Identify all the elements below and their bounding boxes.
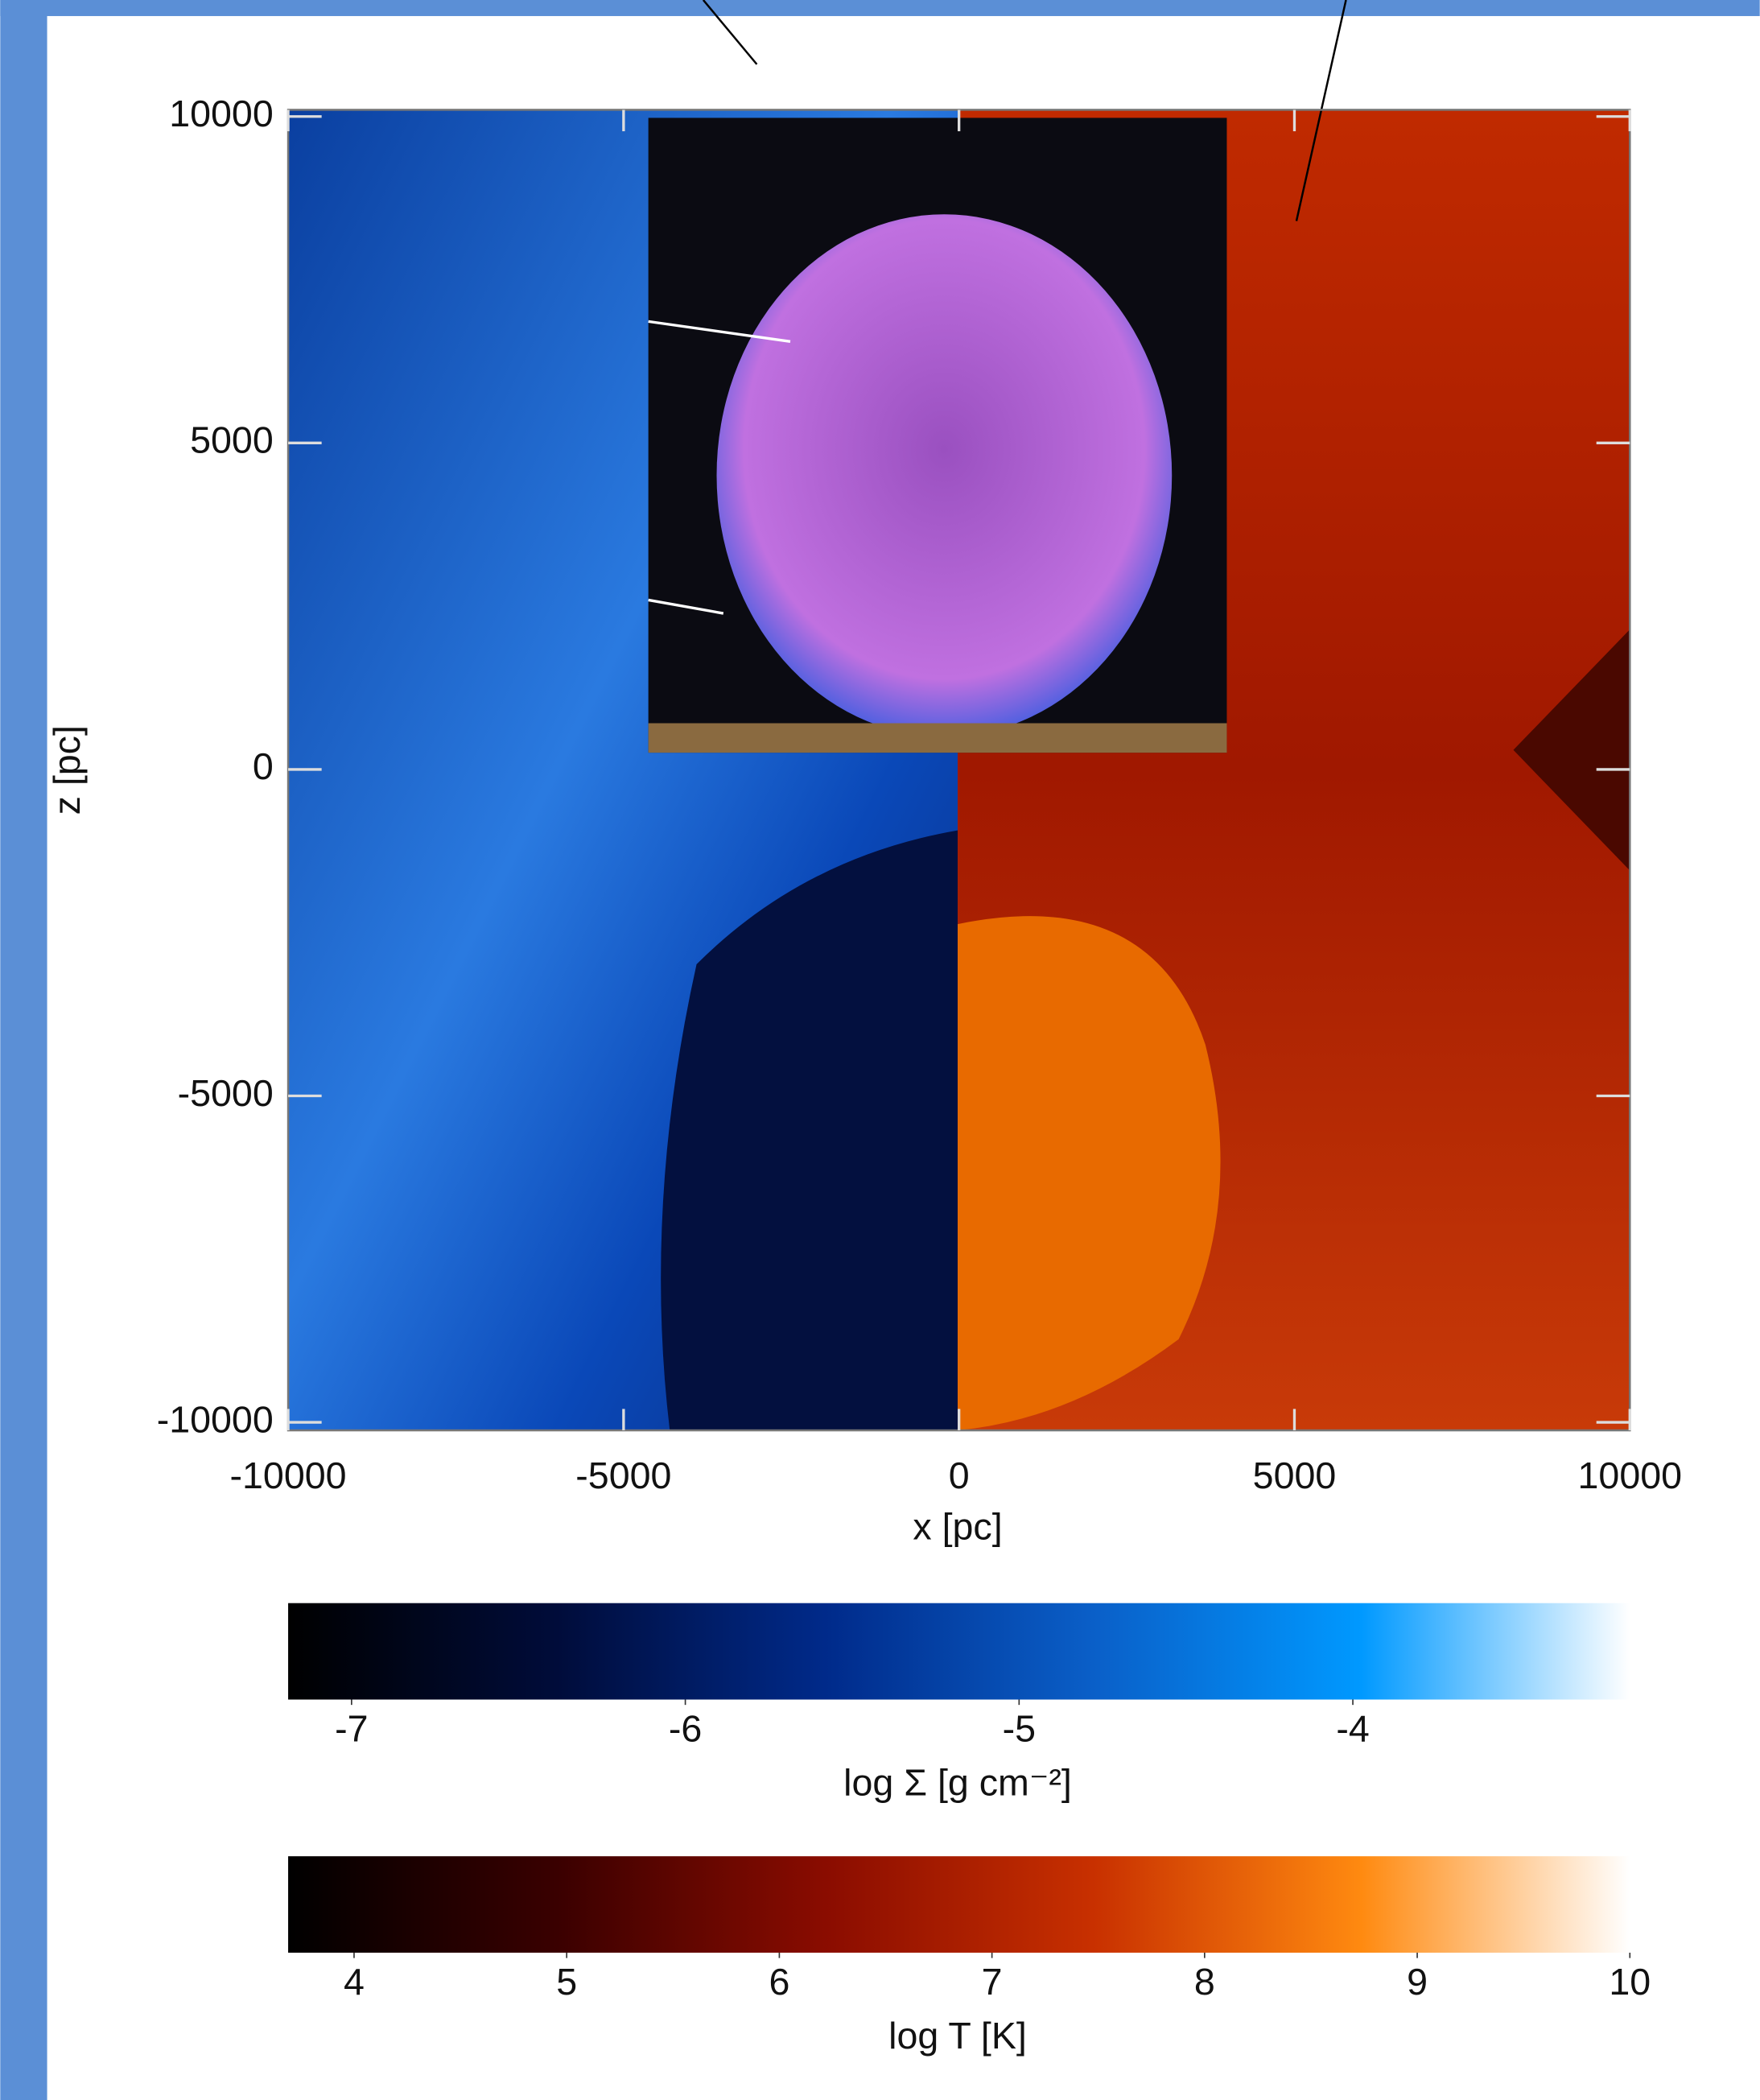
x-tick-label: -10000 xyxy=(230,1454,347,1496)
colorbar-tick-label: -4 xyxy=(1336,1708,1369,1750)
colorbar-tick-label: -5 xyxy=(1003,1708,1036,1750)
x-tick-label: 0 xyxy=(949,1454,970,1496)
temperature-hot xyxy=(958,916,1221,1431)
colorbar-tick-label: 5 xyxy=(556,1961,577,2003)
y-tick-label: -5000 xyxy=(178,1072,274,1114)
inset-disk xyxy=(648,723,1227,753)
colorbar xyxy=(288,1856,1630,1953)
y-tick-label: 0 xyxy=(253,745,274,787)
x-axis-label: x [pc] xyxy=(913,1505,1002,1547)
frame-top xyxy=(0,0,1760,16)
colorbar-tick-label: 10 xyxy=(1609,1961,1651,2003)
colorbar-tick-label: -6 xyxy=(669,1708,702,1750)
x-tick-label: 10000 xyxy=(1578,1454,1683,1496)
colorbar-label: log T [K] xyxy=(888,2015,1027,2057)
x-tick-label: 5000 xyxy=(1253,1454,1337,1496)
colorbar xyxy=(288,1603,1630,1700)
colorbar-tick-label: 8 xyxy=(1194,1961,1215,2003)
colorbar-label: log Σ [g cm⁻²] xyxy=(843,1761,1072,1803)
temperature-cool xyxy=(1513,629,1630,871)
y-tick-label: 10000 xyxy=(169,93,274,134)
frame-left xyxy=(0,0,47,2100)
field xyxy=(286,0,1631,1432)
y-tick-label: 5000 xyxy=(190,419,274,461)
density-low xyxy=(661,830,958,1431)
colorbar-tick-label: 6 xyxy=(769,1961,789,2003)
colorbar-tick-label: 7 xyxy=(982,1961,1003,2003)
inset-pointer xyxy=(648,598,724,615)
annotation-arrow xyxy=(702,0,758,65)
colorbar-tick-label: -7 xyxy=(335,1708,368,1750)
inset-bubble xyxy=(716,214,1173,737)
y-tick-label: -10000 xyxy=(157,1398,274,1440)
y-axis-label: z [pc] xyxy=(46,725,88,815)
colorbar-tick-label: 9 xyxy=(1407,1961,1428,2003)
x-tick-label: -5000 xyxy=(575,1454,671,1496)
colorbar-tick-label: 4 xyxy=(344,1961,365,2003)
inset-pointer xyxy=(648,320,791,343)
